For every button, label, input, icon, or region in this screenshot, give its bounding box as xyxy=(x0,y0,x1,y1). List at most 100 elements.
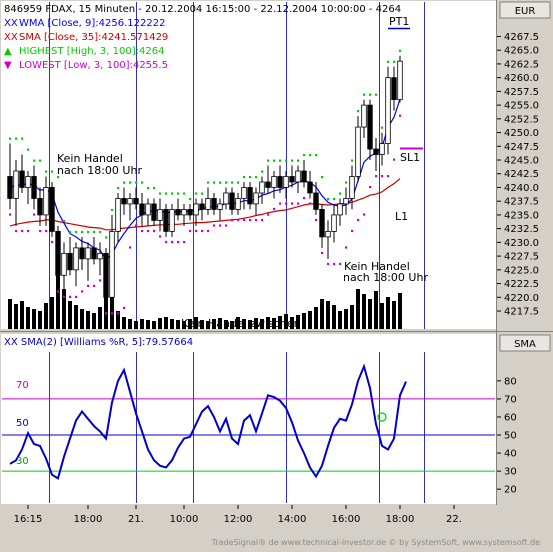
legend-highest[interactable]: HIGHEST [High, 3, 100]:4264 xyxy=(19,46,164,57)
volume-bar xyxy=(314,307,318,329)
highest-dot xyxy=(297,159,300,162)
price-unit-tab[interactable] xyxy=(499,1,551,19)
lowest-dot xyxy=(291,202,294,205)
candle-down xyxy=(187,209,193,216)
time-axis: 16:15 18:00 21. 10:00 12:00 14:00 16:00 18:00 22… xyxy=(14,505,462,525)
volume-bar xyxy=(92,313,96,329)
volume-bar xyxy=(38,311,42,329)
volume-bar xyxy=(350,305,354,329)
highest-dot xyxy=(183,192,186,195)
indicator-unit-tab[interactable] xyxy=(499,334,551,352)
lowest-dot xyxy=(219,224,222,227)
volume-bar xyxy=(212,319,216,329)
lowest-dot xyxy=(327,262,330,266)
highest-dot xyxy=(369,93,372,96)
legend-wma[interactable]: WMA [Close, 9]:4256.122222 xyxy=(19,18,165,29)
volume-bar xyxy=(20,301,24,329)
volume-bar xyxy=(152,321,156,329)
footer-credit: TradeSignal® de www.technical-investor.d… xyxy=(211,538,540,547)
lowest-dot xyxy=(231,218,234,222)
price-plot-area[interactable] xyxy=(1,1,496,329)
lowest-dot xyxy=(159,235,162,238)
candle-up xyxy=(331,214,337,232)
candle-up xyxy=(259,181,265,194)
candle-up xyxy=(25,176,31,188)
lowest-dot xyxy=(117,312,120,315)
candle-down xyxy=(67,252,73,271)
signal-marker xyxy=(377,412,387,422)
indicator-tick-label: 70 xyxy=(504,394,517,405)
volume-bar xyxy=(332,305,336,329)
lowest-dot xyxy=(345,246,348,249)
highest-dot xyxy=(135,181,138,184)
lowest-dot xyxy=(111,312,114,315)
candle-down xyxy=(175,209,181,216)
volume-bar xyxy=(44,303,48,329)
lowest-dot xyxy=(177,240,180,244)
candle-up xyxy=(109,230,115,298)
candlesticks xyxy=(7,55,403,309)
indicator-levels xyxy=(2,398,495,472)
candle-up xyxy=(169,209,175,232)
lowest-dot xyxy=(381,175,384,178)
lowest-dot xyxy=(69,295,72,298)
highest-dot xyxy=(249,175,252,179)
lowest-dot xyxy=(297,202,300,205)
lowest-dot xyxy=(387,175,390,178)
price-tick-label: 4242.5 xyxy=(504,169,539,180)
highest-dot xyxy=(57,175,60,179)
volume-bar xyxy=(140,319,144,329)
volume-bar xyxy=(230,321,234,329)
candle-down xyxy=(211,198,217,210)
volume-bar xyxy=(338,311,342,329)
candle-down xyxy=(277,176,283,188)
price-axis-ticks: 4217.5 4220.0 4222.5 4225.0 4227.5 4230.0 4232… xyxy=(497,32,539,318)
highest-dot xyxy=(129,181,132,184)
candle-down xyxy=(49,187,55,232)
volume-bar xyxy=(170,319,174,329)
candle-down xyxy=(265,181,271,188)
volume-bar xyxy=(14,304,18,329)
candle-up xyxy=(343,198,349,205)
price-tick-label: 4222.5 xyxy=(504,279,539,290)
candle-up xyxy=(355,126,361,177)
volume-bar xyxy=(296,315,300,329)
lowest-dot xyxy=(237,218,240,222)
legend-sma[interactable]: SMA [Close, 35]:4241.571429 xyxy=(19,32,168,43)
candle-up xyxy=(217,203,223,210)
volume-bar xyxy=(74,305,78,329)
candle-down xyxy=(151,203,157,221)
legend-lowest[interactable]: LOWEST [Low, 3, 100]:4255.5 xyxy=(19,60,168,71)
highest-dot xyxy=(117,186,120,190)
highest-dot xyxy=(387,60,390,63)
candle-down xyxy=(7,176,13,199)
stop-label-sl1: SL1 xyxy=(400,151,420,164)
lowest-dot xyxy=(189,229,192,233)
lowest-dot xyxy=(39,229,42,233)
lowest-dot xyxy=(279,202,282,205)
highest-dot xyxy=(153,186,156,190)
lowest-dot xyxy=(207,229,210,233)
volume-bar xyxy=(68,301,72,329)
time-tick-label: 12:00 xyxy=(224,514,253,525)
price-tick-label: 4217.5 xyxy=(504,307,539,318)
indicator-plot-area[interactable] xyxy=(1,334,496,504)
lowest-dot xyxy=(141,229,144,233)
volume-bar xyxy=(146,320,150,329)
lowest-dot xyxy=(339,262,342,266)
legend-marker-highest: ▲ xyxy=(4,46,12,57)
indicator-tick-label: 60 xyxy=(504,412,517,423)
candle-up xyxy=(295,170,301,183)
candle-up xyxy=(253,192,259,205)
highest-dot xyxy=(195,192,198,195)
volume-bar xyxy=(356,289,360,329)
lowest-dot xyxy=(285,202,288,205)
indicator-legend[interactable]: XX SMA(2) [Williams %R, 5]:79.57664 xyxy=(4,337,193,348)
lowest-dot xyxy=(33,213,36,216)
volume-bar xyxy=(182,321,186,329)
lowest-dot xyxy=(129,246,132,249)
indicator-tick-label: 30 xyxy=(504,467,517,478)
volume-bar xyxy=(80,309,84,329)
lowest-dot xyxy=(309,202,312,205)
volume-bar xyxy=(254,318,258,329)
